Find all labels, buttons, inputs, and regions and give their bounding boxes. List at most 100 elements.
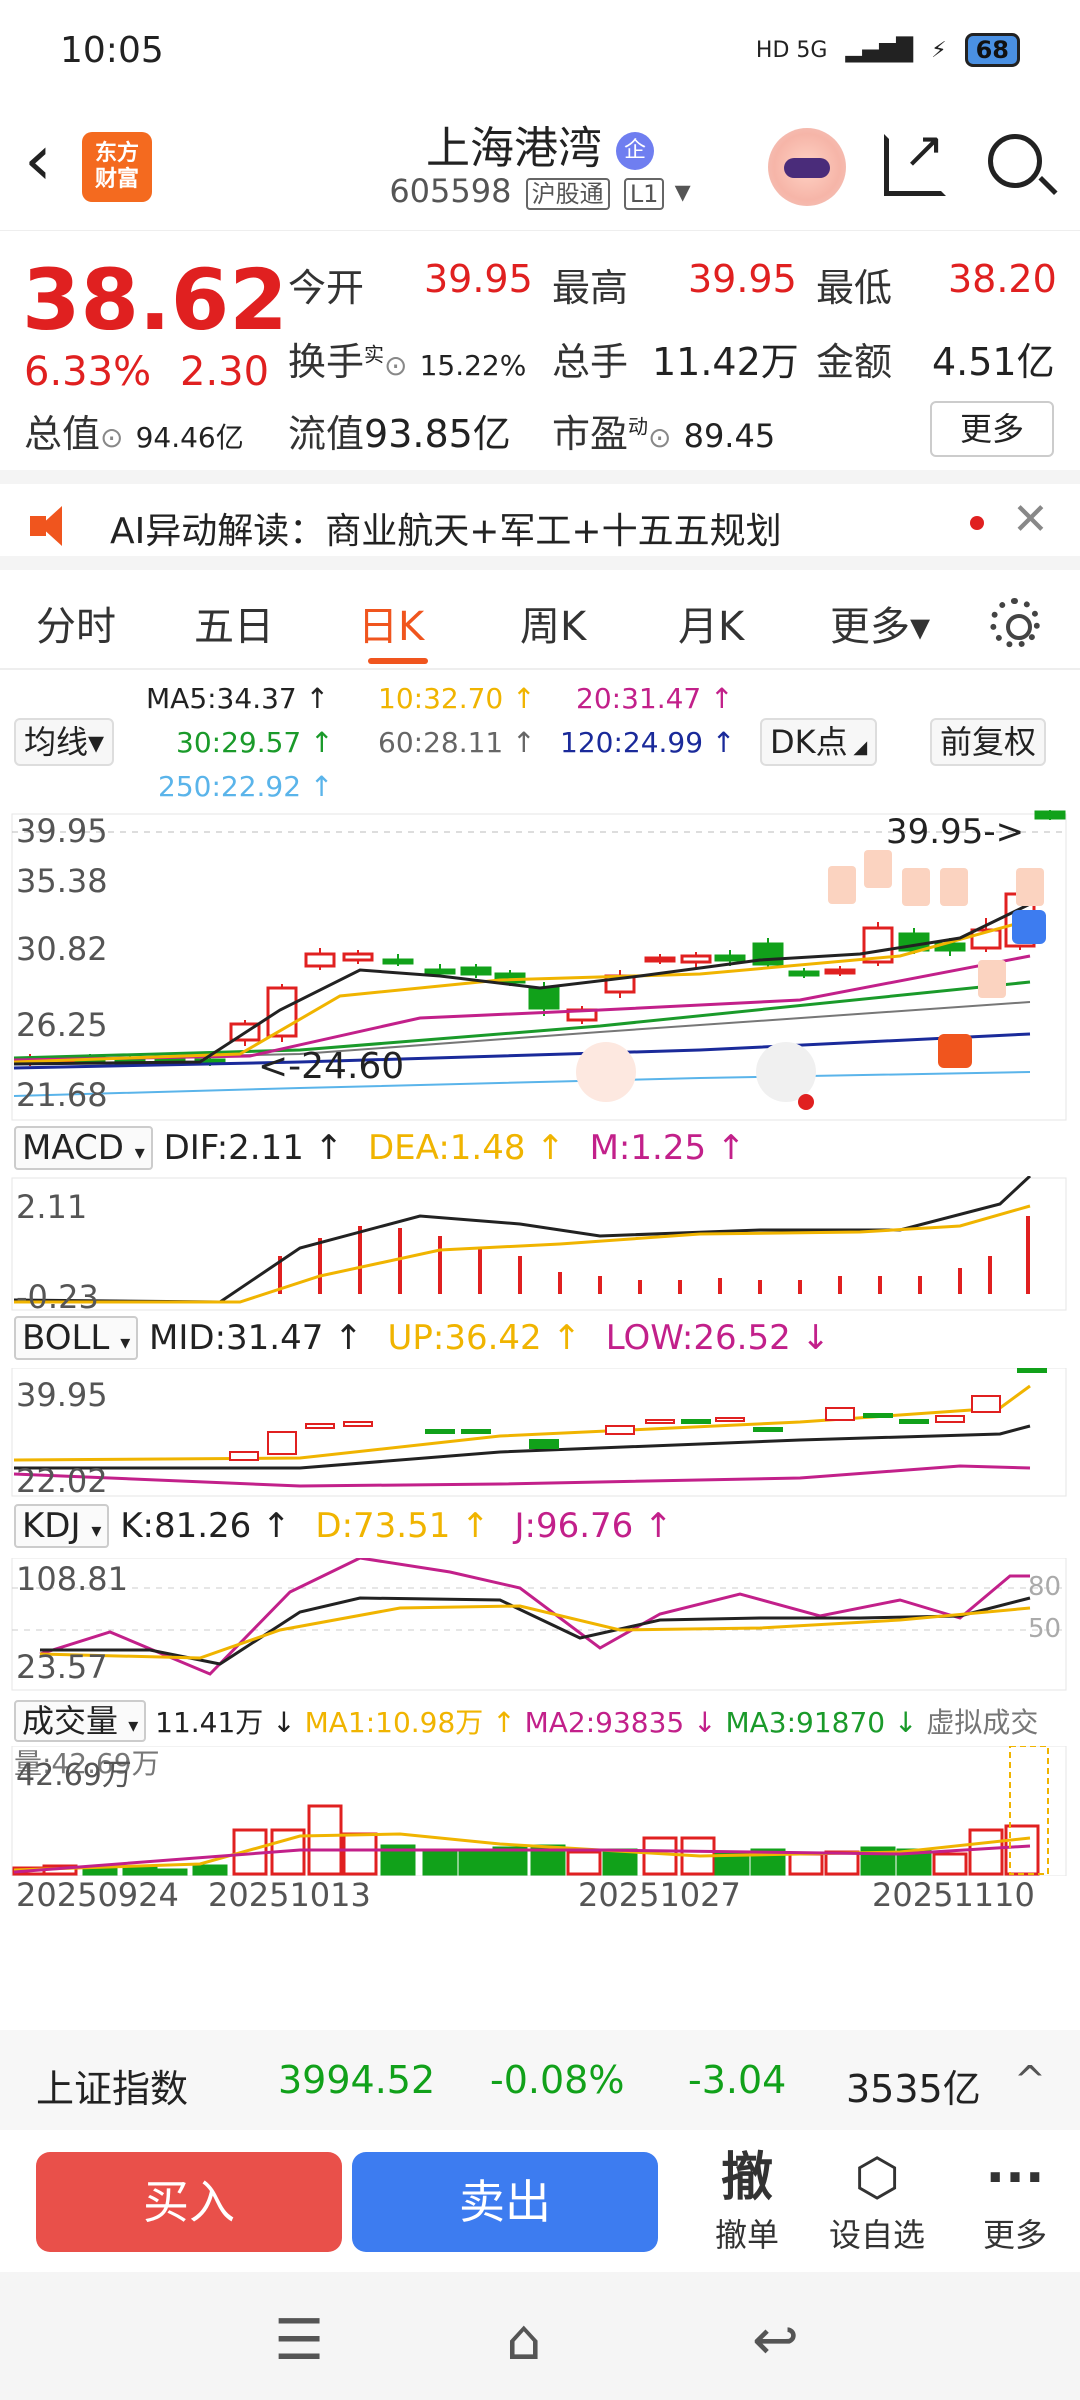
tab-weekly-k[interactable]: 周K (520, 604, 587, 650)
date-label: 20251110 (872, 1876, 1035, 1914)
kdj-k: K:81.26 ↑ (120, 1506, 291, 1546)
mktcap-value: 94.46亿 (135, 421, 244, 454)
candle-body (714, 954, 746, 962)
change-percent: 6.33% (24, 349, 152, 395)
kdj-ref-80: 80 (1028, 1572, 1062, 1602)
system-nav-bar: ☰ ⌂ ↩ (0, 2272, 1080, 2400)
search-icon[interactable] (988, 134, 1042, 188)
volume-bar (492, 1846, 528, 1876)
dk-point-button[interactable]: DK点 ◢ (760, 718, 878, 766)
buy-button[interactable]: 买入 (36, 2152, 342, 2252)
candle-body (528, 986, 560, 1010)
ma5-line (13, 902, 1031, 1066)
dea-line (14, 1204, 1031, 1304)
volume-value: 11.41万 ↓ (155, 1706, 296, 1739)
signal-marker-1 (828, 866, 856, 904)
macd-panel[interactable]: MACD ▾ DIF:2.11 ↑ DEA:1.48 ↑ M:1.25 ↑ 2.… (0, 1126, 1080, 1316)
virtual-volume-bar (1009, 1746, 1049, 1875)
add-watchlist-label: 设自选 (828, 2216, 925, 2254)
tab-daily-k[interactable]: 日K (358, 604, 425, 650)
macd-dif: DIF:2.11 ↑ (163, 1128, 344, 1168)
menu-icon[interactable]: ☰ (274, 2308, 325, 2373)
add-watchlist-button[interactable]: ⬡ 设自选 (822, 2146, 932, 2256)
tab-five-day[interactable]: 五日 (194, 604, 274, 650)
boll-select[interactable]: BOLL ▾ (14, 1316, 139, 1360)
index-change: -3.04 (688, 2058, 787, 2102)
caret-down-icon[interactable]: ▾ (674, 172, 691, 210)
volume-panel[interactable]: 成交量 ▾ 11.41万 ↓ MA1:10.98万 ↑ MA2:93835 ↓ … (0, 1696, 1080, 1916)
boll-candle (343, 1421, 373, 1427)
boll-candle (229, 1451, 259, 1461)
ma-select[interactable]: 均线▾ (14, 718, 115, 766)
cancel-order-button[interactable]: 撤 撤单 (692, 2146, 802, 2256)
index-ticker[interactable]: 上证指数 3994.52 -0.08% -3.04 3535亿 ^ (0, 2030, 1080, 2130)
volume-bar (788, 1852, 824, 1876)
speaker-icon (30, 506, 74, 546)
tab-more[interactable]: 更多▾ (830, 604, 931, 650)
kdj-y-label: 108.81 (16, 1560, 128, 1598)
signal-marker-4 (940, 868, 968, 906)
kline-chart[interactable]: 39.95 35.38 30.82 26.25 21.68 39.95-> <-… (0, 810, 1080, 1126)
chart-frame (11, 813, 1067, 1121)
ma20-label: 20:31.47 ↑ (576, 682, 734, 715)
ma-legend: 均线▾ MA5:34.37 ↑ 10:32.70 ↑ 20:31.47 ↑ 30… (0, 670, 1080, 810)
boll-y-label: 22.02 (16, 1462, 108, 1500)
macd-select[interactable]: MACD ▾ (14, 1126, 153, 1170)
gear-icon[interactable] (990, 598, 1040, 648)
volume-ma3: MA3:91870 ↓ (725, 1706, 918, 1739)
macd-svg (11, 1176, 1067, 1311)
buy-signal-marker (938, 1034, 972, 1068)
ma20-line (13, 954, 1031, 1062)
boll-candle (899, 1419, 929, 1424)
ai-insight-banner[interactable]: AI异动解读：商业航天+军工+十五五规划 ✕ (0, 470, 1080, 570)
volume-select[interactable]: 成交量 ▾ (14, 1700, 147, 1742)
volume-bar (824, 1850, 860, 1876)
ma120-line (13, 1032, 1031, 1070)
macd-dea: DEA:1.48 ↑ (368, 1128, 565, 1168)
boll-candle (971, 1395, 1001, 1413)
stock-name: 上海港湾 (426, 123, 602, 174)
back-nav-icon[interactable]: ↩ (752, 2308, 799, 2373)
kline-svg[interactable] (0, 810, 1080, 1126)
status-time: 10:05 (60, 29, 164, 71)
low-price-tag: <-24.60 (258, 1046, 405, 1087)
candle-body (342, 952, 374, 962)
more-actions-button[interactable]: ··· 更多 (960, 2146, 1070, 2256)
macd-y-label: 2.11 (16, 1188, 88, 1226)
sell-button[interactable]: 卖出 (352, 2152, 658, 2252)
volume-bar (642, 1836, 678, 1876)
low-field: 最低 (816, 266, 893, 310)
boll-candle (529, 1439, 559, 1449)
ai-insight-text[interactable]: AI异动解读：商业航天+军工+十五五规划 (110, 511, 782, 552)
level-tag: L1 (623, 178, 665, 210)
stock-code: 605598 (389, 172, 512, 210)
more-quote-button[interactable]: 更多 (930, 401, 1054, 457)
expand-icon[interactable]: ^ (1014, 2058, 1046, 2102)
close-icon[interactable]: ✕ (1012, 494, 1049, 545)
adjust-select[interactable]: 前复权 (930, 718, 1047, 766)
candle-body (460, 966, 492, 976)
ma30-line (13, 980, 1031, 1060)
boll-panel[interactable]: BOLL ▾ MID:31.47 ↑ UP:36.42 ↑ LOW:26.52 … (0, 1316, 1080, 1506)
amount-value: 4.51亿 (932, 340, 1055, 384)
tab-monthly-k[interactable]: 月K (678, 604, 745, 650)
boll-mid: MID:31.47 ↑ (149, 1318, 363, 1358)
turnover-value: 15.22% (419, 349, 527, 382)
share-icon[interactable] (884, 121, 946, 196)
status-bar: 10:05 HD 5G ▂▄▆█ ⚡ 68 (0, 0, 1080, 100)
ma250-label: 250:22.92 ↑ (158, 770, 334, 803)
date-label: 20250924 (16, 1876, 179, 1914)
boll-svg (11, 1368, 1067, 1497)
tab-intraday[interactable]: 分时 (36, 604, 116, 650)
kdj-select[interactable]: KDJ ▾ (14, 1504, 110, 1548)
dif-line (13, 1176, 1032, 1304)
boll-low: LOW:26.52 ↓ (605, 1318, 831, 1358)
volume-ma1: MA1:10.98万 ↑ (304, 1706, 516, 1739)
volume-bar (342, 1832, 378, 1876)
ai-assistant-icon[interactable] (768, 128, 846, 206)
boll-mid-line (14, 1424, 1031, 1470)
kdj-panel[interactable]: KDJ ▾ K:81.26 ↑ D:73.51 ↑ J:96.76 ↑ 108.… (0, 1504, 1080, 1696)
back-button[interactable]: ‹ (24, 119, 52, 201)
macd-y-label: -0.23 (16, 1278, 99, 1316)
home-icon[interactable]: ⌂ (506, 2308, 542, 2373)
